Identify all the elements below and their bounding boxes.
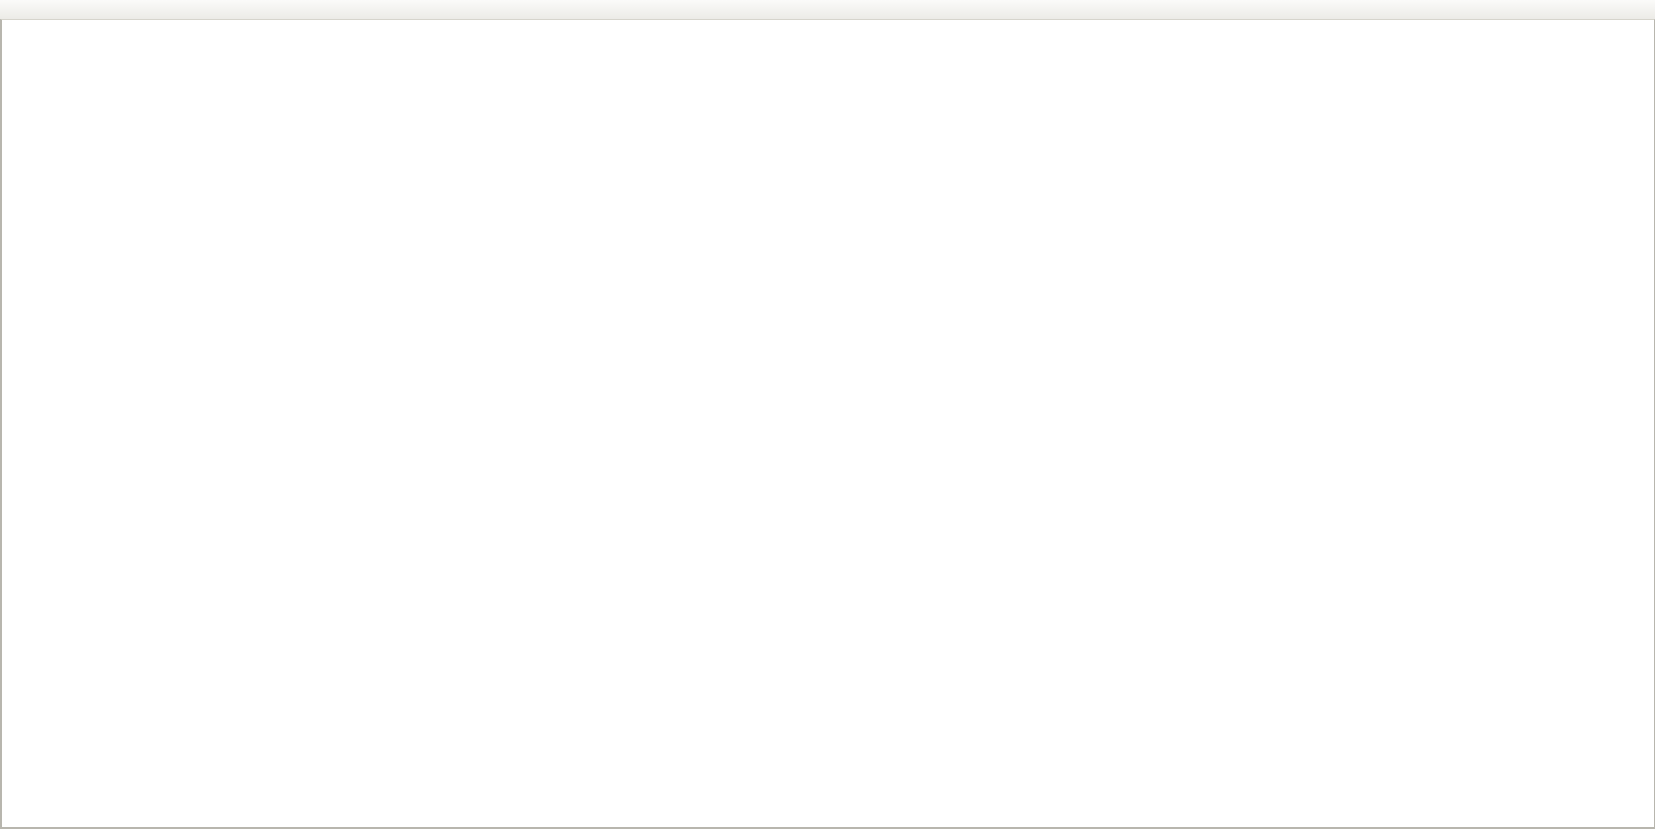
chart-canvas[interactable] xyxy=(2,20,1654,827)
chart-window xyxy=(0,19,1655,829)
toolbar xyxy=(0,0,1655,20)
